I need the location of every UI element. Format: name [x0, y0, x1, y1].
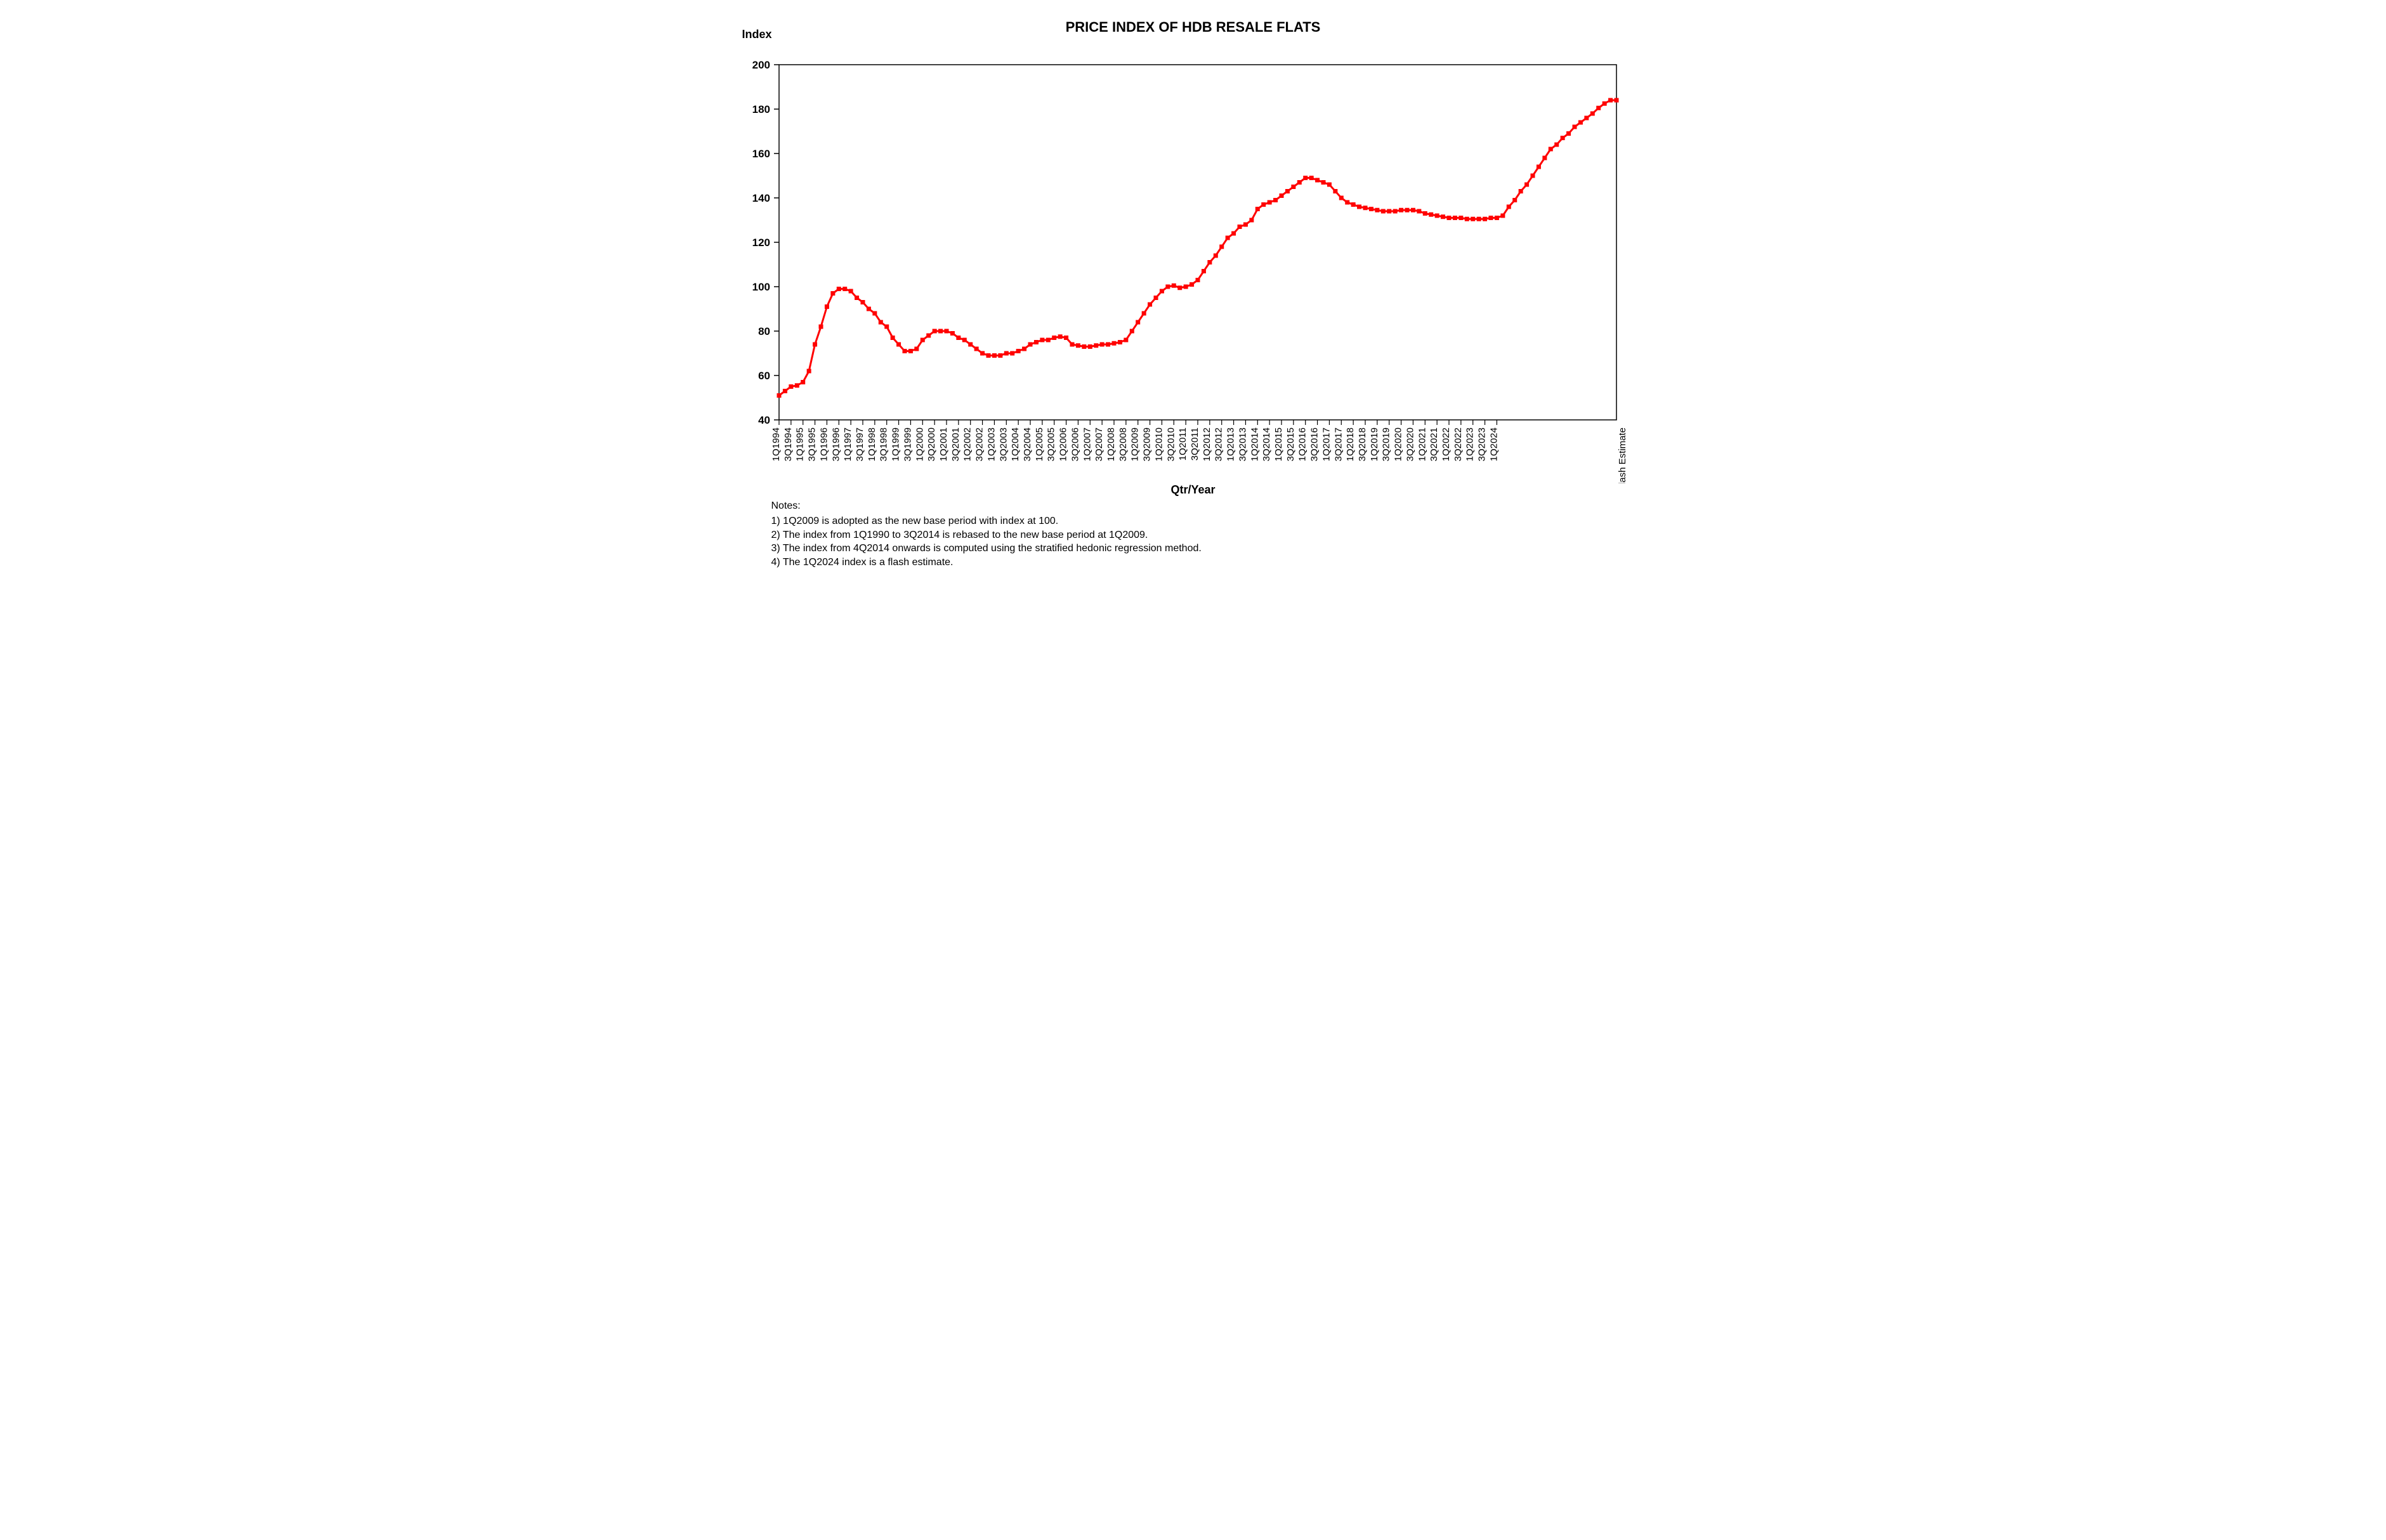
svg-text:80: 80: [758, 325, 770, 337]
note-item: 1) 1Q2009 is adopted as the new base per…: [771, 514, 1653, 528]
svg-text:200: 200: [752, 59, 770, 71]
y-axis-title: Index: [742, 28, 772, 41]
svg-text:3Q2021: 3Q2021: [1429, 427, 1439, 461]
svg-text:1Q2021: 1Q2021: [1417, 427, 1427, 461]
svg-text:1Q2018: 1Q2018: [1345, 427, 1356, 461]
svg-text:160: 160: [752, 148, 770, 160]
svg-text:1Q2017: 1Q2017: [1321, 427, 1332, 461]
svg-text:1Q2001: 1Q2001: [938, 427, 949, 461]
svg-text:1Q1996: 1Q1996: [818, 427, 829, 461]
svg-text:1Q2015: 1Q2015: [1273, 427, 1284, 461]
svg-text:3Q2013: 3Q2013: [1237, 427, 1248, 461]
svg-text:3Q1999: 3Q1999: [902, 427, 913, 461]
svg-text:3Q2003: 3Q2003: [998, 427, 1009, 461]
svg-text:3Q2023: 3Q2023: [1476, 427, 1487, 461]
note-item: 2) The index from 1Q1990 to 3Q2014 is re…: [771, 528, 1653, 542]
svg-text:3Q2009: 3Q2009: [1141, 427, 1152, 461]
svg-text:1Q2008: 1Q2008: [1106, 427, 1117, 461]
svg-text:3Q2015: 3Q2015: [1285, 427, 1295, 461]
svg-text:40: 40: [758, 414, 770, 426]
svg-text:60: 60: [758, 370, 770, 382]
svg-text:3Q1998: 3Q1998: [878, 427, 889, 461]
svg-text:1Q2005: 1Q2005: [1033, 427, 1044, 461]
svg-text:1Q2012: 1Q2012: [1201, 427, 1212, 461]
svg-text:1Q2006: 1Q2006: [1058, 427, 1068, 461]
svg-text:3Q2004: 3Q2004: [1022, 427, 1033, 461]
svg-text:3Q1996: 3Q1996: [830, 427, 841, 461]
svg-text:3Q2018: 3Q2018: [1357, 427, 1368, 461]
x-axis-title: Qtr/Year: [733, 483, 1653, 497]
svg-text:3Q2001: 3Q2001: [950, 427, 960, 461]
line-chart: 4060801001201401601802001Q19943Q19941Q19…: [733, 39, 1653, 483]
svg-text:3Q2022: 3Q2022: [1452, 427, 1463, 461]
svg-text:1Q2003: 1Q2003: [986, 427, 997, 461]
svg-text:1Q2019: 1Q2019: [1368, 427, 1379, 461]
svg-text:120: 120: [752, 237, 770, 249]
svg-text:3Q2005: 3Q2005: [1046, 427, 1056, 461]
svg-text:3Q2019: 3Q2019: [1380, 427, 1391, 461]
svg-text:3Q2010: 3Q2010: [1165, 427, 1176, 461]
note-item: 4) The 1Q2024 index is a flash estimate.: [771, 556, 1653, 570]
svg-text:1Q2020: 1Q2020: [1393, 427, 1403, 461]
svg-text:3Q2017: 3Q2017: [1333, 427, 1344, 461]
svg-text:3Q2002: 3Q2002: [974, 427, 985, 461]
notes-list: 1) 1Q2009 is adopted as the new base per…: [771, 514, 1653, 569]
svg-text:1Q2022: 1Q2022: [1441, 427, 1452, 461]
svg-text:3Q1994: 3Q1994: [782, 427, 793, 461]
svg-text:1Q1997: 1Q1997: [842, 427, 853, 461]
svg-text:1Q2023: 1Q2023: [1464, 427, 1475, 461]
notes-heading: Notes:: [771, 500, 1653, 512]
svg-text:1Q2004: 1Q2004: [1010, 427, 1021, 461]
svg-text:100: 100: [752, 281, 770, 293]
svg-text:1Q2013: 1Q2013: [1225, 427, 1236, 461]
chart-title: PRICE INDEX OF HDB RESALE FLATS: [733, 19, 1653, 36]
svg-text:3Q2006: 3Q2006: [1070, 427, 1080, 461]
svg-text:1Q2010: 1Q2010: [1153, 427, 1164, 461]
svg-text:1Q2007: 1Q2007: [1082, 427, 1092, 461]
svg-text:3Q1995: 3Q1995: [806, 427, 817, 461]
svg-text:3Q2000: 3Q2000: [926, 427, 937, 461]
svg-text:1Q1994: 1Q1994: [771, 427, 782, 461]
svg-text:180: 180: [752, 103, 770, 115]
svg-text:3Q2007: 3Q2007: [1094, 427, 1105, 461]
svg-text:3Q2020: 3Q2020: [1405, 427, 1415, 461]
chart-container: PRICE INDEX OF HDB RESALE FLATS Index 40…: [733, 19, 1653, 569]
svg-text:1Q2000: 1Q2000: [914, 427, 925, 461]
note-item: 3) The index from 4Q2014 onwards is comp…: [771, 542, 1653, 556]
svg-text:3Q2012: 3Q2012: [1213, 427, 1224, 461]
svg-text:1Q2014: 1Q2014: [1249, 427, 1260, 461]
svg-text:1Q2002: 1Q2002: [962, 427, 973, 461]
svg-text:3Q1997: 3Q1997: [855, 427, 865, 461]
svg-text:1Q2016: 1Q2016: [1297, 427, 1308, 461]
svg-text:1Q2024: 1Q2024: [1488, 427, 1499, 461]
svg-text:1Q1999: 1Q1999: [890, 427, 901, 461]
svg-text:1Q2011: 1Q2011: [1177, 427, 1188, 460]
svg-text:1Q1995: 1Q1995: [794, 427, 805, 461]
svg-text:1Q1998: 1Q1998: [866, 427, 877, 461]
svg-text:140: 140: [752, 192, 770, 204]
svg-text:3Q2008: 3Q2008: [1117, 427, 1128, 461]
svg-text:3Q2016: 3Q2016: [1309, 427, 1320, 461]
svg-text:1Q2009: 1Q2009: [1129, 427, 1140, 461]
svg-text:3Q2014: 3Q2014: [1261, 427, 1272, 461]
svg-text:Flash Estimate: Flash Estimate: [1617, 427, 1628, 483]
svg-text:3Q2011: 3Q2011: [1190, 427, 1200, 460]
